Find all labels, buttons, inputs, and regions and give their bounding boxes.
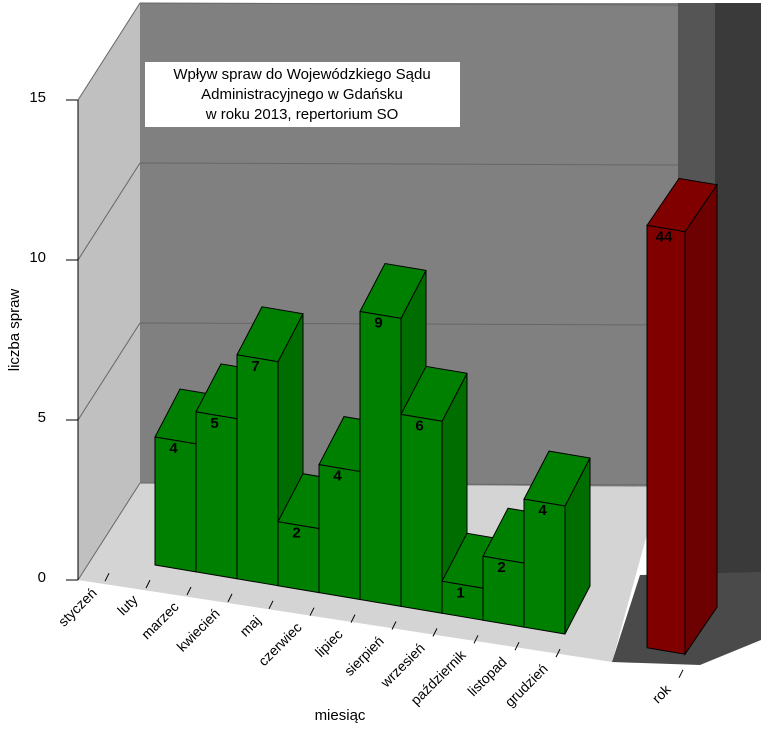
chart-title: Wpływ spraw do Wojewódzkiego Sądu xyxy=(173,66,430,83)
x-tick-label: rok xyxy=(649,681,675,707)
grid-line xyxy=(77,322,141,421)
x-tick-label: kwiecień xyxy=(173,605,222,654)
value-label: 2 xyxy=(497,559,505,576)
x-tick-label: marzec xyxy=(138,598,182,642)
x-tick-label: grudzień xyxy=(501,661,550,710)
grid-line xyxy=(77,482,141,581)
x-tick-label: sierpień xyxy=(341,633,387,679)
value-label: 4 xyxy=(538,502,547,519)
x-tick xyxy=(309,607,315,616)
bar xyxy=(646,224,686,655)
x-tick xyxy=(555,648,561,658)
x-tick-label: lipiec xyxy=(312,626,346,660)
y-axis-label: liczba spraw xyxy=(6,289,23,372)
x-axis-label: miesiąc xyxy=(315,707,366,724)
x-tick xyxy=(145,579,151,589)
value-label: 4 xyxy=(169,440,178,457)
x-tick xyxy=(473,635,479,644)
value-label: 1 xyxy=(456,584,464,601)
x-tick-label: luty xyxy=(114,592,141,619)
chart-title: w roku 2013, repertorium SO xyxy=(205,106,399,123)
x-tick-label: maj xyxy=(236,612,263,639)
x-tick xyxy=(432,628,438,637)
value-label: 6 xyxy=(415,417,423,434)
bar xyxy=(318,464,361,601)
bar xyxy=(359,310,402,607)
grid-line xyxy=(77,162,141,261)
y-tick-label: 5 xyxy=(38,409,46,426)
grid-line xyxy=(139,162,679,166)
left-wall xyxy=(78,3,140,580)
x-tick xyxy=(514,641,520,651)
bar xyxy=(400,413,443,614)
chart-title: Administracyjnego w Gdańsku xyxy=(201,86,403,103)
y-tick-label: 15 xyxy=(29,89,46,106)
grid-line xyxy=(77,2,141,101)
x-tick xyxy=(227,593,233,603)
x-tick xyxy=(104,572,110,582)
bar xyxy=(195,411,238,580)
x-tick xyxy=(391,621,397,630)
value-label: 5 xyxy=(210,415,218,432)
bar-side xyxy=(684,183,718,656)
x-tick-label: listopad xyxy=(464,654,509,699)
grid-line xyxy=(139,2,679,6)
value-label: 2 xyxy=(292,525,300,542)
x-tick-label: czerwiec xyxy=(255,619,305,669)
value-label: 44 xyxy=(656,228,673,245)
x-tick xyxy=(678,669,684,679)
value-label: 4 xyxy=(333,468,342,485)
x-tick xyxy=(268,600,274,610)
bar xyxy=(236,354,279,587)
y-tick-label: 0 xyxy=(38,569,46,586)
y-tick-label: 10 xyxy=(29,249,46,266)
value-label: 9 xyxy=(374,314,382,331)
bar xyxy=(154,436,197,573)
x-tick xyxy=(350,614,356,623)
title-box xyxy=(145,62,460,127)
x-tick-label: styczeń xyxy=(55,585,100,630)
x-tick xyxy=(186,586,192,596)
value-label: 7 xyxy=(251,358,259,375)
bar xyxy=(523,498,566,635)
